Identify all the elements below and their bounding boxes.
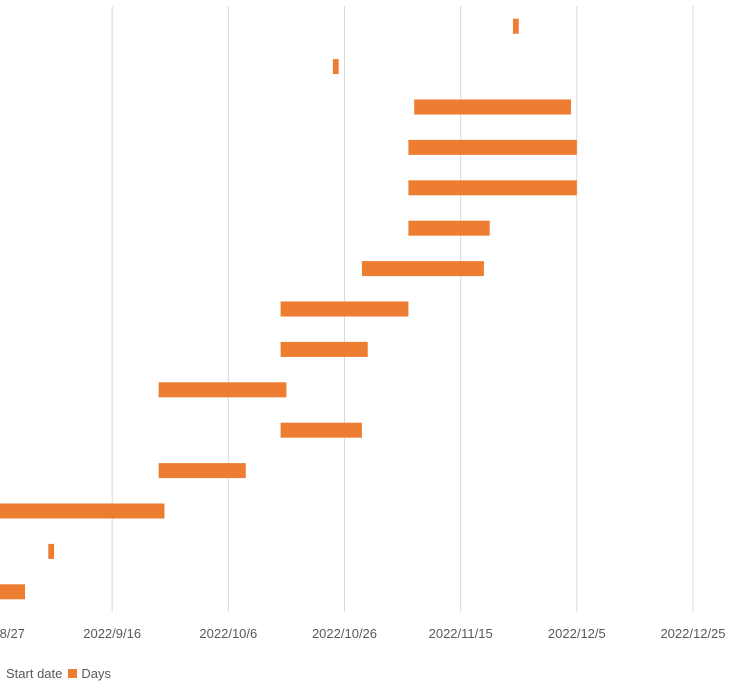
legend-label-start-date: Start date: [6, 665, 63, 681]
x-tick-label: 2022/8/27: [0, 626, 25, 641]
x-tick-label: 2022/12/25: [660, 626, 725, 641]
gantt-bar: [158, 382, 287, 398]
x-tick-label: 2022/10/6: [199, 626, 257, 641]
x-tick-label: 2022/9/16: [83, 626, 141, 641]
legend-item-start-date: Start date: [6, 666, 62, 681]
gantt-bar: [332, 59, 339, 75]
gantt-bar: [414, 99, 572, 115]
x-tick-label: 2022/11/15: [429, 626, 493, 641]
x-tick-label: 2022/10/26: [312, 626, 377, 641]
bars: [0, 18, 577, 600]
legend: Start date Days: [6, 664, 111, 682]
gantt-bar: [408, 220, 490, 236]
legend-swatch-days: [68, 668, 78, 678]
gantt-bar: [408, 139, 577, 155]
x-tick-label: 2022/12/5: [548, 626, 606, 641]
legend-label-days: Days: [81, 665, 111, 681]
gantt-bar: [0, 503, 165, 519]
gantt-bar: [158, 463, 246, 479]
gantt-bar: [48, 543, 55, 559]
gantt-bar: [361, 261, 484, 277]
x-axis-tick-labels: 2022/8/27 2022/9/16 2022/10/6 2022/10/26 202…: [0, 626, 726, 641]
gantt-bar: [408, 180, 577, 196]
gantt-bar: [512, 18, 519, 34]
gantt-bar: [280, 301, 409, 317]
gantt-bar: [280, 422, 362, 438]
legend-item-days: Days: [62, 666, 111, 681]
gantt-bar: [0, 584, 26, 600]
gantt-bar: [280, 341, 368, 357]
